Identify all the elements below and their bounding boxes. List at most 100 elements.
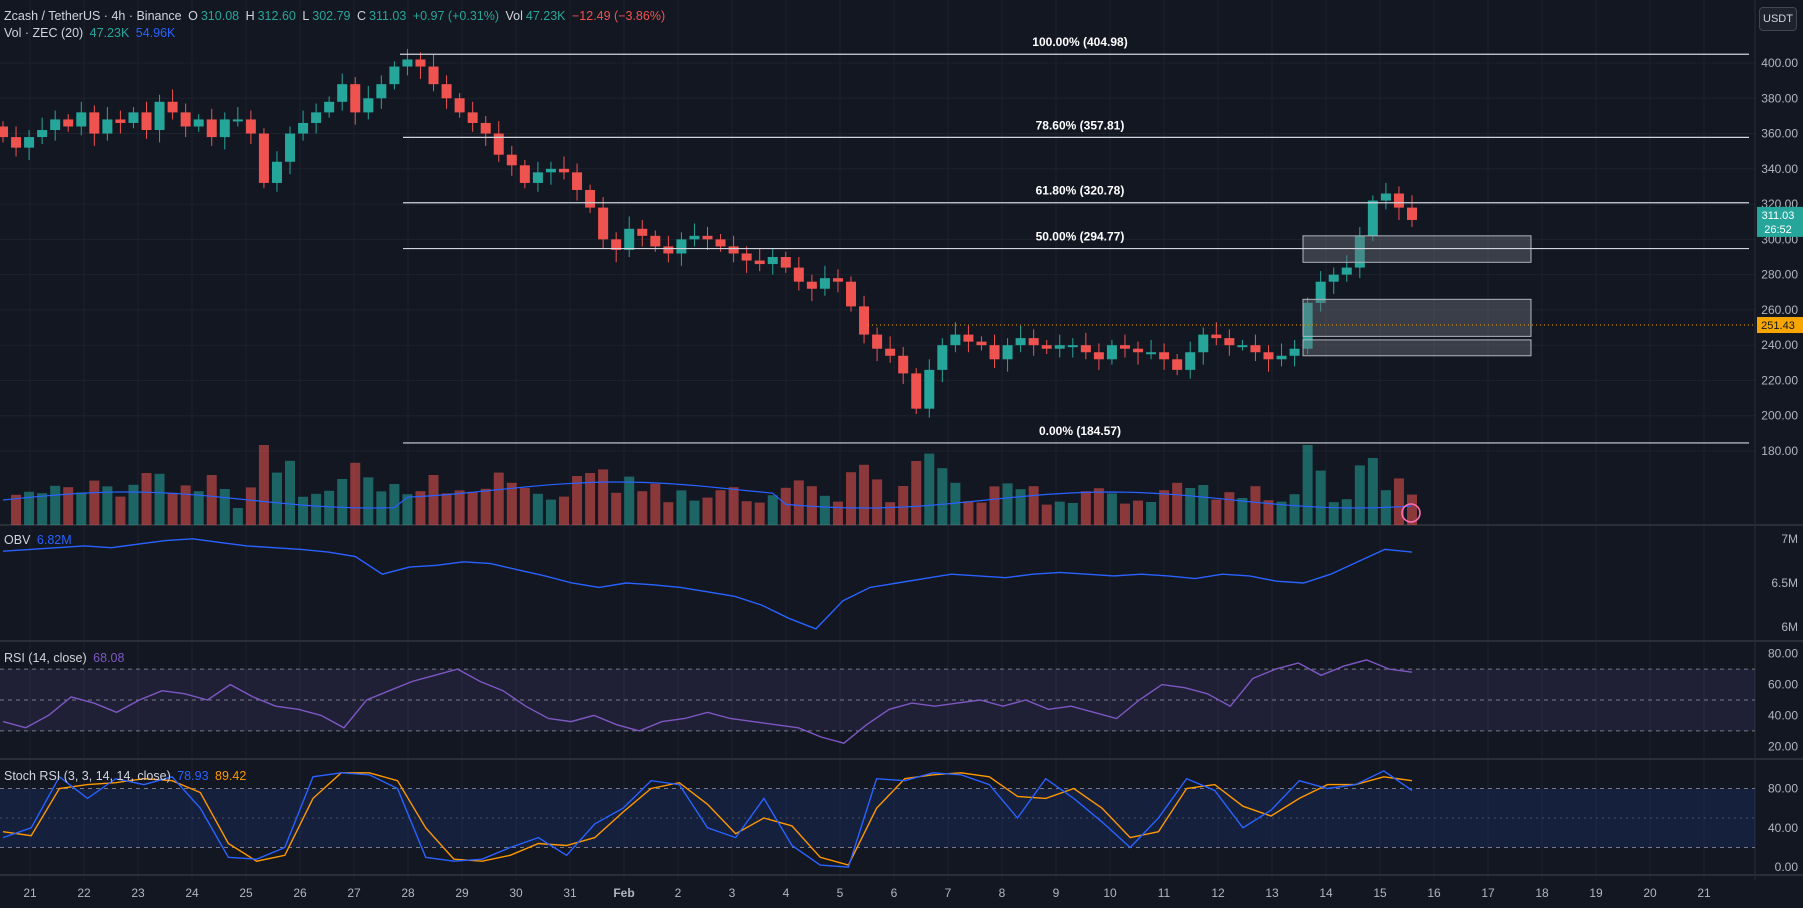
rsi-band-fill: [0, 669, 1755, 731]
marked-price-tag: [1757, 317, 1803, 334]
candle-body: [832, 278, 843, 282]
volume-bar: [832, 501, 843, 525]
rsi-name[interactable]: RSI (14, close): [4, 651, 87, 665]
volume-bar: [350, 462, 361, 525]
candle-body: [1237, 345, 1248, 348]
y-axis-label: 340.00: [1761, 162, 1798, 176]
supply-demand-zone: [1302, 339, 1532, 357]
obv-name[interactable]: OBV: [4, 533, 31, 547]
candle-body: [924, 369, 935, 409]
x-tick-label: 26: [293, 886, 307, 900]
volume-bar: [154, 473, 165, 525]
volume-bar: [76, 492, 87, 525]
candle-body: [506, 154, 517, 166]
candle-body: [872, 334, 883, 349]
stoch-d-line: [2, 772, 1413, 866]
x-tick-label: 15: [1373, 886, 1387, 900]
candle-body: [441, 84, 452, 99]
x-tick-label: 2: [675, 886, 682, 900]
x-tick-label: 3: [729, 886, 736, 900]
candle-body: [1106, 345, 1117, 360]
volume-indicator-name[interactable]: Vol · ZEC (20): [4, 26, 84, 40]
candle-body: [1119, 345, 1130, 349]
x-tick-label: 11: [1158, 886, 1171, 900]
close-value: 311.03: [369, 9, 407, 23]
candle-body: [1302, 302, 1313, 349]
candle-body: [1093, 352, 1104, 360]
volume-bar: [467, 491, 478, 525]
candle-body: [493, 133, 504, 155]
candle-body: [689, 235, 700, 240]
stoch-name[interactable]: Stoch RSI (3, 3, 14, 14, close): [4, 769, 171, 783]
close-label: C: [357, 9, 367, 23]
x-tick-label: 19: [1589, 886, 1603, 900]
candle-body: [76, 112, 87, 127]
volume-bar: [924, 453, 935, 525]
volume-bar: [271, 472, 282, 525]
stoch-legend: Stoch RSI (3, 3, 14, 14, close) 78.93 89…: [4, 769, 249, 783]
x-tick-label: 28: [401, 886, 415, 900]
volume-bar: [1172, 482, 1183, 525]
y-axis-label: 260.00: [1761, 303, 1798, 317]
candle-body: [193, 119, 204, 127]
candle-body: [519, 165, 530, 183]
candle-body: [1263, 352, 1274, 360]
candle-body: [1211, 334, 1222, 339]
volume-bar: [206, 475, 217, 525]
volume-ma-value: 54.96K: [135, 26, 176, 40]
x-tick-label: 31: [563, 886, 577, 900]
legend-volume-row: Vol · ZEC (20) 47.23K 54.96K: [4, 26, 178, 40]
volume-bar: [311, 493, 322, 525]
volume-bar: [1080, 491, 1091, 525]
volume-bar: [1198, 485, 1209, 525]
volume-bar: [37, 493, 48, 525]
candle-body: [428, 66, 439, 85]
volume-bar: [950, 482, 961, 525]
candle-body: [859, 306, 870, 335]
volume-bar: [402, 494, 413, 525]
candle-body: [1289, 348, 1300, 356]
volume-bar: [24, 491, 35, 525]
volume-bar: [1289, 494, 1300, 525]
x-tick-label: 29: [455, 886, 469, 900]
volume-bar: [650, 483, 661, 525]
x-tick-label: 6: [891, 886, 898, 900]
volume-bar: [989, 486, 1000, 525]
candle-body: [115, 119, 126, 123]
candle-body: [898, 355, 909, 374]
volume-bar: [11, 494, 22, 525]
symbol-name[interactable]: Zcash / TetherUS · 4h · Binance: [4, 9, 182, 23]
x-tick-label: 14: [1319, 886, 1333, 900]
volume-bar: [637, 491, 648, 525]
candle-body: [715, 239, 726, 247]
candle-body: [232, 119, 243, 122]
candle-body: [1159, 352, 1170, 360]
candle-body: [545, 168, 556, 173]
candle-body: [1354, 235, 1365, 268]
volume-bar: [1224, 492, 1235, 525]
candle-body: [324, 101, 335, 113]
candle-body: [1028, 338, 1039, 346]
last-price-label: 311.03: [1762, 210, 1795, 222]
rsi-axis-label: 80.00: [1768, 647, 1798, 661]
candle-body: [89, 112, 100, 134]
obv-legend: OBV 6.82M: [4, 533, 75, 547]
candle-body: [1341, 267, 1352, 275]
candle-body: [1407, 207, 1417, 220]
candle-body: [1367, 200, 1378, 236]
stoch-axis-label: 80.00: [1768, 782, 1798, 796]
volume-bar: [1015, 489, 1026, 525]
candle-body: [885, 348, 896, 356]
stoch-d-value: 89.42: [215, 769, 247, 783]
candle-body: [1393, 193, 1404, 208]
currency-button[interactable]: USDT: [1759, 7, 1797, 31]
volume-bar: [389, 484, 400, 525]
volume-bar: [846, 472, 857, 525]
volume-bar: [754, 502, 765, 525]
candle-body: [389, 66, 400, 85]
candle-body: [911, 373, 922, 409]
candle-body: [1146, 352, 1157, 355]
volume-bar: [141, 473, 152, 525]
